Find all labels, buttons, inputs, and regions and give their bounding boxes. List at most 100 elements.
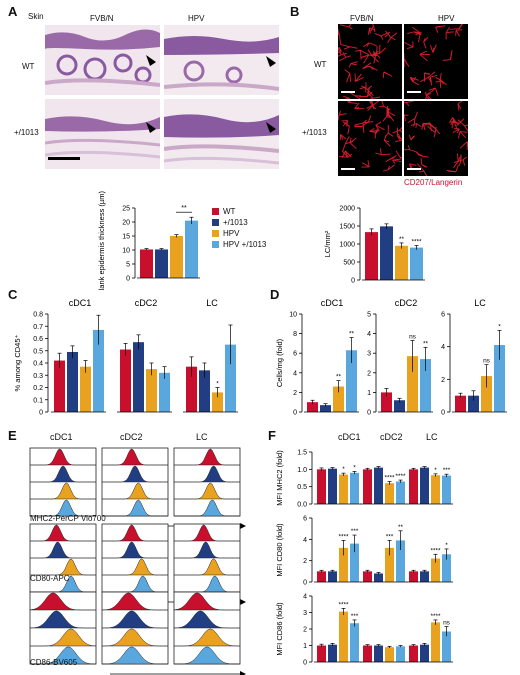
- panel-f-col-lc: LC: [426, 432, 438, 442]
- group-title: cDC1: [321, 298, 344, 308]
- langerin-cell: [360, 49, 370, 56]
- langerin-cell: [409, 163, 417, 166]
- bar: [350, 543, 359, 582]
- significance-label: ****: [430, 613, 441, 620]
- langerin-cell: [374, 32, 382, 37]
- bar: [385, 483, 394, 504]
- bar: [409, 645, 418, 662]
- langerin-cell: [361, 162, 370, 168]
- group-title: LC: [474, 298, 486, 308]
- legend-swatch: [212, 230, 219, 237]
- langerin-cell: [371, 55, 379, 63]
- langerin-cell: [349, 137, 357, 144]
- langerin-cell: [396, 135, 401, 140]
- y-tick-label: 4: [441, 344, 445, 351]
- legend-swatch: [212, 219, 219, 226]
- langerin-cell: [459, 141, 468, 149]
- y-tick-label: 0.2: [33, 385, 43, 392]
- histogram-trace: [174, 524, 240, 542]
- langerin-cell: [395, 139, 402, 143]
- langerin-cell: [445, 27, 450, 33]
- histogram-trace: [173, 592, 240, 611]
- langerin-cell: [457, 119, 465, 126]
- panel-a-row-wt: WT: [22, 62, 35, 71]
- bar: [146, 369, 157, 412]
- y-axis-label: % among CD45⁺: [13, 335, 22, 392]
- langerin-cell: [423, 36, 429, 43]
- panel-b-row-mut: +/1013: [302, 128, 327, 137]
- langerin-cell: [429, 77, 432, 83]
- langerin-cell: [382, 116, 388, 122]
- panel-a-tissue-label: Skin: [28, 12, 44, 21]
- langerin-cell: [423, 170, 428, 176]
- langerin-cell: [354, 122, 364, 126]
- langerin-cell: [421, 164, 428, 168]
- langerin-cell: [410, 135, 415, 141]
- bar: [159, 372, 170, 412]
- langerin-cell: [419, 50, 427, 55]
- histogram-trace: [29, 592, 96, 611]
- y-tick-label: 25: [122, 206, 130, 213]
- y-tick-label: 1000: [339, 242, 355, 249]
- bar: [155, 249, 168, 278]
- bar: [481, 376, 492, 412]
- langerin-cell: [430, 74, 438, 78]
- langerin-cell: [433, 132, 436, 138]
- y-tick-label: 10: [289, 312, 297, 319]
- bar: [363, 645, 372, 662]
- langerin-cell: [406, 101, 414, 104]
- significance-label: **: [181, 205, 187, 212]
- scale-bar: [341, 91, 355, 93]
- bar: [140, 249, 153, 278]
- langerin-cell: [360, 54, 369, 59]
- panel-f-col-cdc2: cDC2: [380, 432, 403, 442]
- langerin-cell: [452, 128, 460, 134]
- significance-label: ***: [351, 613, 359, 620]
- panel-a-label: A: [8, 4, 18, 19]
- bar: [225, 344, 236, 412]
- langerin-cell: [395, 150, 401, 159]
- panel-b-col-fvb: FVB/N: [350, 14, 374, 23]
- langerin-cell: [338, 51, 342, 53]
- langerin-cell: [404, 101, 407, 104]
- y-axis-label: MFI CD80 (fold): [275, 523, 284, 577]
- legend-item-wt: WT: [212, 206, 266, 217]
- langerin-cell: [369, 65, 378, 71]
- bar: [212, 392, 223, 412]
- langerin-cell: [457, 103, 462, 110]
- bar: [133, 342, 144, 412]
- langerin-cell: [421, 123, 424, 130]
- bar: [409, 571, 418, 582]
- y-tick-label: 1: [367, 390, 371, 397]
- bar: [317, 469, 326, 504]
- significance-label: *: [342, 466, 345, 473]
- significance-label: ns: [443, 620, 451, 627]
- bar: [394, 400, 405, 412]
- y-tick-label: 2: [293, 390, 297, 397]
- langerin-cell: [379, 47, 387, 54]
- panel-b-col-hpv: HPV: [438, 14, 455, 23]
- langerin-cell: [366, 89, 374, 96]
- langerin-cell: [425, 96, 427, 99]
- langerin-cell: [413, 31, 423, 34]
- langerin-cell: [434, 126, 437, 133]
- langerin-cell: [369, 130, 376, 133]
- y-tick-label: 0.6: [33, 336, 43, 343]
- langerin-cell: [416, 123, 422, 128]
- marker-label-cd86: CD86-BV605: [30, 658, 78, 667]
- significance-label: *: [216, 381, 219, 388]
- langerin-cell: [339, 56, 346, 62]
- langerin-cell: [399, 129, 402, 133]
- langerin-cell: [340, 134, 344, 140]
- histogram-trace: [30, 558, 96, 576]
- y-tick-label: 0.0: [297, 502, 307, 509]
- langerin-cell: [462, 156, 467, 161]
- bar: [409, 469, 418, 504]
- langerin-cell: [372, 24, 374, 27]
- langerin-cell: [426, 92, 432, 96]
- y-tick-label: 0: [293, 410, 297, 417]
- scale-bar: [407, 168, 421, 170]
- langerin-cell: [457, 131, 461, 139]
- y-tick-label: 20: [122, 220, 130, 227]
